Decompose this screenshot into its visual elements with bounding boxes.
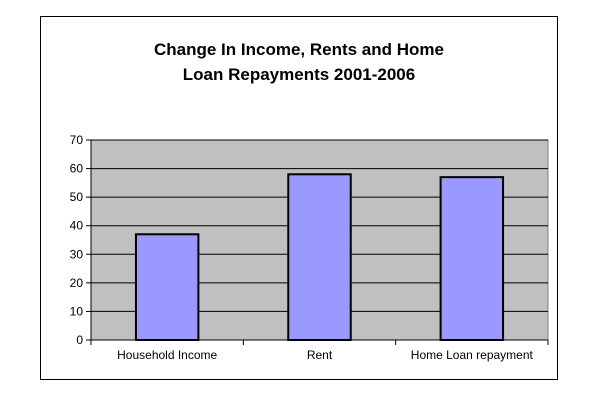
y-tick-label: 30 [70,247,84,261]
bar-home-loan-repayment [439,176,505,341]
bar-rent [287,173,352,341]
bar-household-income [134,233,200,342]
y-tick-label: 60 [70,162,84,176]
chart-title-line-2: Loan Repayments 2001-2006 [183,65,415,84]
axes [86,139,549,345]
x-category-label: Rent [307,348,333,362]
y-tick-label: 40 [70,219,84,233]
y-tick-label: 10 [70,304,84,318]
tick-labels: 0 10 20 30 40 50 60 70 Household Income Rent Home … [70,133,534,362]
chart-title-line-1: Change In Income, Rents and Home [154,40,444,59]
y-tick-label: 50 [70,190,84,204]
x-category-label: Home Loan repayment [411,348,534,362]
y-tick-label: 70 [70,133,84,147]
y-tick-label: 0 [76,333,83,347]
x-category-label: Household Income [117,348,217,362]
bars [134,173,505,342]
y-tick-label: 20 [70,276,84,290]
